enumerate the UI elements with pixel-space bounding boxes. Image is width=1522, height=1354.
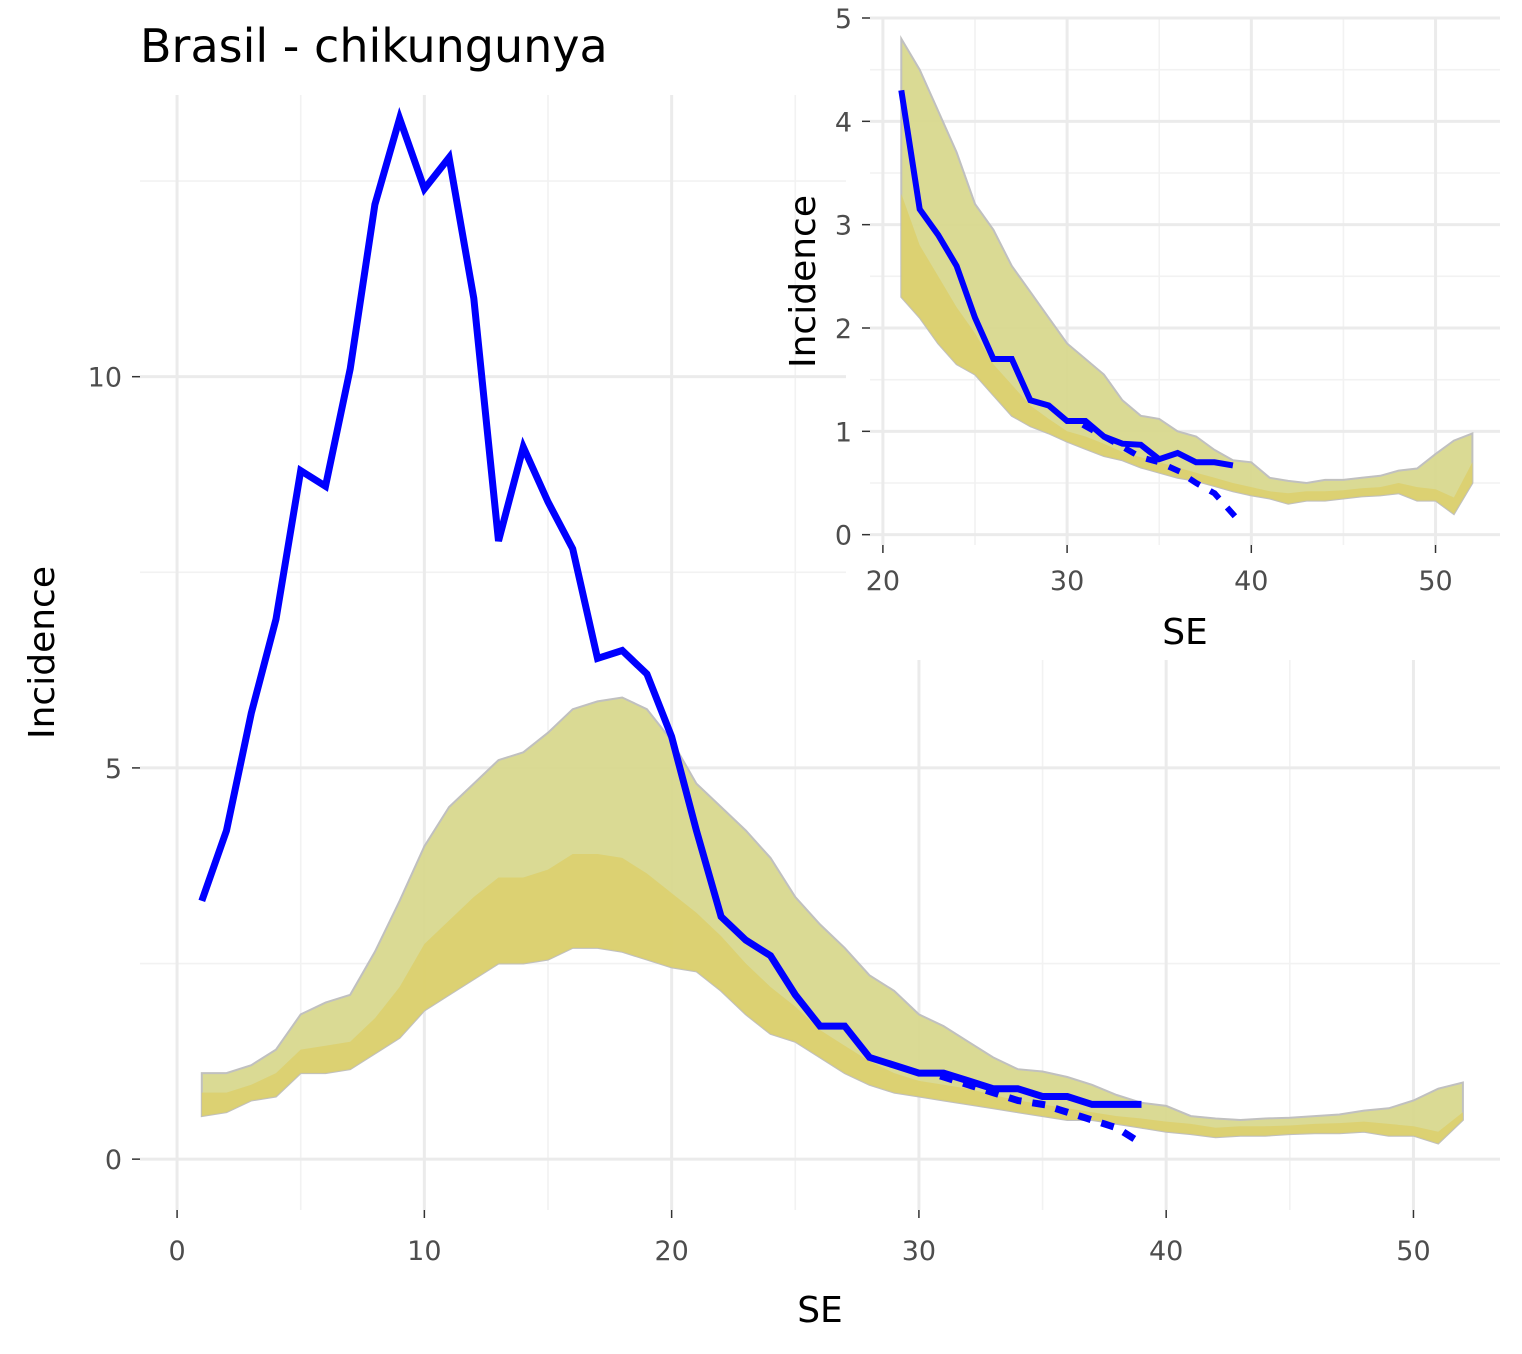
main-x-tick-label: 20 <box>654 1236 688 1267</box>
inset-x-tick-label: 20 <box>866 566 900 597</box>
inset-x-tick-label: 40 <box>1234 566 1268 597</box>
inset-plot: 20 30 40 50 0 1 2 3 4 5 SE Incidence <box>783 4 1500 653</box>
inset-y-tick-label: 1 <box>835 417 852 448</box>
main-y-tick-label: 5 <box>105 754 122 785</box>
chart-title: Brasil - chikungunya <box>140 19 608 73</box>
main-observed-line <box>198 107 1142 1108</box>
inset-y-tick-label: 3 <box>835 211 852 242</box>
main-x-tick-label: 40 <box>1149 1236 1183 1267</box>
main-x-axis-title: SE <box>797 1290 843 1331</box>
inset-y-axis-title: Incidence <box>783 195 824 368</box>
main-x-tick-label: 50 <box>1396 1236 1430 1267</box>
main-nowcast-line <box>939 1072 1147 1149</box>
main-y-tick-label: 10 <box>88 363 122 394</box>
inset-y-tick-label: 0 <box>835 521 852 552</box>
inset-y-tick-label: 4 <box>835 107 852 138</box>
main-x-tick-label: 30 <box>902 1236 936 1267</box>
inset-x-tick-label: 50 <box>1418 566 1452 597</box>
main-y-tick-label: 0 <box>105 1145 122 1176</box>
main-band-outer <box>200 696 1464 1145</box>
inset-y-tick-label: 5 <box>835 4 852 35</box>
inset-x-tick-label: 30 <box>1050 566 1084 597</box>
main-x-tick-label: 0 <box>168 1236 185 1267</box>
main-x-tick-label: 10 <box>407 1236 441 1267</box>
main-band-inner <box>201 854 1463 1144</box>
inset-x-axis-title: SE <box>1162 612 1208 653</box>
main-y-axis-title: Incidence <box>22 566 63 739</box>
inset-observed-line <box>898 89 1234 469</box>
inset-y-tick-label: 2 <box>835 314 852 345</box>
